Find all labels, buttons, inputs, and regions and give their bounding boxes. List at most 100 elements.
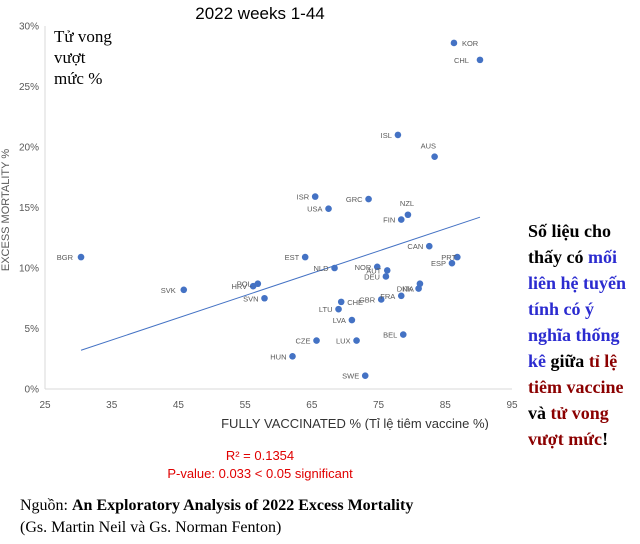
point-label-svn: SVN bbox=[243, 294, 258, 303]
point-label-prt: PRT bbox=[441, 253, 456, 262]
point-label-aus: AUS bbox=[421, 142, 436, 151]
data-point-usa bbox=[325, 205, 332, 213]
point-label-kor: KOR bbox=[462, 39, 479, 48]
data-point-hrv bbox=[249, 282, 257, 290]
point-label-cze: CZE bbox=[296, 337, 311, 346]
side-note-text: ! bbox=[602, 429, 609, 449]
data-point-nor bbox=[373, 263, 381, 271]
y-tick-label: 10% bbox=[19, 264, 39, 275]
data-point-svn bbox=[261, 294, 268, 302]
data-point-deu bbox=[382, 273, 390, 280]
data-point-dnk bbox=[415, 285, 422, 292]
point-label-can: CAN bbox=[407, 242, 423, 251]
vn-y-label: Tử vong vượt mức % bbox=[54, 26, 134, 89]
point-label-svk: SVK bbox=[161, 286, 176, 295]
point-label-pol: POL bbox=[237, 280, 252, 289]
source-authors: (Gs. Martin Neil và Gs. Norman Fenton) bbox=[20, 519, 282, 536]
points-layer bbox=[77, 39, 484, 379]
point-label-che: CHE bbox=[347, 298, 363, 307]
y-tick-label: 30% bbox=[19, 22, 39, 33]
point-label-grc: GRC bbox=[346, 195, 363, 204]
x-tick-label: 45 bbox=[173, 400, 185, 411]
y-tick-label: 25% bbox=[19, 82, 39, 93]
source-title: An Exploratory Analysis of 2022 Excess M… bbox=[72, 497, 414, 514]
side-note-highlight-mortality: tử vong vượt mức bbox=[528, 403, 609, 449]
point-label-fra: FRA bbox=[380, 292, 395, 301]
point-label-nzl: NZL bbox=[400, 199, 414, 208]
point-label-ita: ITA bbox=[403, 285, 414, 294]
y-tick-label: 20% bbox=[19, 143, 39, 154]
point-label-nor: NOR bbox=[355, 263, 372, 272]
vn-y-label-line: mức % bbox=[54, 69, 103, 88]
x-axis-title: FULLY VACCINATED % (Tỉ lệ tiêm vaccine %… bbox=[221, 416, 489, 430]
data-point-svk bbox=[180, 286, 188, 294]
y-axis-title: EXCESS MORTALITY % bbox=[0, 149, 12, 271]
point-label-lva: LVA bbox=[333, 316, 346, 325]
data-point-nld bbox=[331, 264, 338, 272]
vn-y-label-line: Tử vong bbox=[54, 27, 112, 46]
x-tick-label: 95 bbox=[506, 400, 518, 411]
data-point-isr bbox=[311, 193, 319, 200]
trendline-layer bbox=[80, 216, 481, 351]
data-point-fin bbox=[397, 216, 405, 223]
source-prefix: Nguồn: bbox=[20, 497, 72, 514]
data-point-lux bbox=[353, 337, 360, 344]
x-tick-label: 85 bbox=[440, 400, 452, 411]
y-tick-label: 5% bbox=[25, 324, 40, 335]
x-tick-label: 65 bbox=[306, 400, 318, 411]
x-tick-label: 35 bbox=[106, 400, 118, 411]
point-label-hrv: HRV bbox=[231, 282, 247, 291]
point-label-isl: ISL bbox=[381, 131, 392, 140]
x-tick-label: 75 bbox=[373, 400, 385, 411]
trendline bbox=[80, 216, 481, 351]
point-label-hun: HUN bbox=[270, 352, 286, 361]
data-point-cze bbox=[313, 337, 320, 344]
data-point-kor bbox=[450, 39, 458, 47]
data-point-hun bbox=[289, 353, 296, 360]
data-point-est bbox=[301, 253, 309, 261]
data-point-lva bbox=[348, 316, 356, 324]
axes-layer bbox=[44, 26, 512, 390]
point-label-bel: BEL bbox=[383, 331, 397, 340]
point-label-est: EST bbox=[285, 253, 300, 262]
side-note-highlight-vaccine: tỉ lệ tiêm vaccine bbox=[528, 351, 624, 397]
data-point-swe bbox=[361, 372, 369, 379]
point-label-nld: NLD bbox=[314, 264, 330, 273]
point-label-gbr: GBR bbox=[359, 295, 376, 304]
vn-y-label-line: vượt bbox=[54, 48, 86, 67]
point-label-esp: ESP bbox=[431, 259, 446, 268]
side-note-text: và bbox=[528, 403, 551, 423]
data-point-che bbox=[337, 298, 345, 306]
data-point-aus bbox=[431, 153, 438, 160]
data-point-fra bbox=[397, 292, 405, 300]
x-tick-label: 25 bbox=[39, 400, 51, 411]
data-point-esp bbox=[448, 259, 456, 267]
data-point-gbr bbox=[377, 296, 385, 303]
point-labels-layer: KOR CHL ISL AUS ISR USA GRC NZL FIN BGR EST CAN PRTE… bbox=[57, 39, 479, 381]
side-note-highlight-relation: mối liên hệ tuyến tính có ý nghĩa thống … bbox=[528, 247, 627, 371]
point-label-aut: AUT bbox=[366, 266, 381, 275]
side-note-text: giữa bbox=[546, 351, 589, 371]
point-label-dnk: DNK bbox=[397, 285, 413, 294]
point-label-lux: LUX bbox=[336, 337, 351, 346]
data-point-chl bbox=[476, 56, 484, 64]
data-point-can bbox=[425, 242, 433, 250]
point-label-chl: CHL bbox=[454, 56, 469, 65]
y-tick-label: 0% bbox=[25, 385, 40, 396]
side-note-text: Số liệu cho thấy có bbox=[528, 221, 612, 267]
tick-labels-layer: 25 35 45 55 65 75 85 95 0% 5% 10% 15% 20% 25% 30% bbox=[19, 22, 518, 412]
data-point-nzl bbox=[404, 211, 412, 219]
source-line: Nguồn: An Exploratory Analysis of 2022 E… bbox=[20, 497, 413, 515]
point-label-swe: SWE bbox=[342, 372, 359, 381]
point-label-ltu: LTU bbox=[319, 305, 333, 314]
point-label-usa: USA bbox=[307, 205, 322, 214]
data-point-aut bbox=[383, 267, 391, 274]
p-value-annotation: P-value: 0.033 < 0.05 significant bbox=[167, 466, 353, 481]
point-label-bgr: BGR bbox=[57, 253, 74, 262]
side-note: Số liệu cho thấy có mối liên hệ tuyến tí… bbox=[528, 218, 638, 452]
r-squared-annotation: R² = 0.1354 bbox=[225, 448, 295, 463]
data-point-ltu bbox=[335, 305, 342, 313]
point-label-deu: DEU bbox=[364, 272, 380, 281]
data-point-grc bbox=[365, 195, 372, 203]
